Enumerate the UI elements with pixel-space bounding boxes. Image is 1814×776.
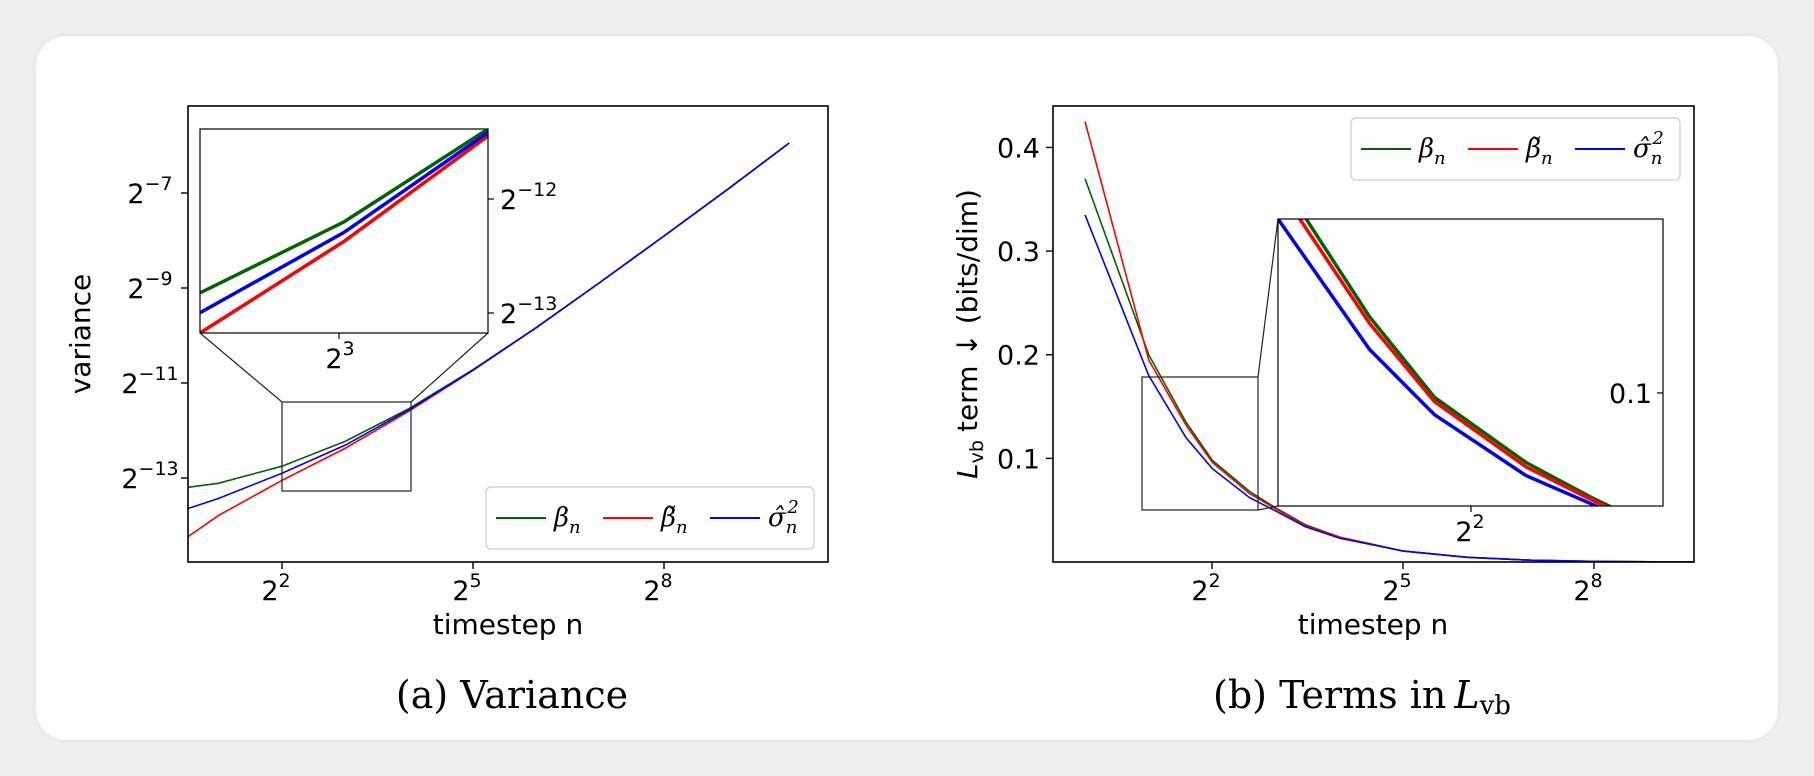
chart-a-caption: (a) Variance [396, 673, 628, 717]
svg-text:Lvbterm ↓ (bits/dim): Lvbterm ↓ (bits/dim) [951, 189, 988, 479]
chart-b-inset-series-2 [1278, 219, 1601, 506]
chart-b-ytick-2: 0.3 [997, 237, 1040, 268]
chart-a-xlabel: timestep n [433, 608, 583, 641]
chart-a-series-2 [188, 142, 790, 510]
chart-a-ytick-1: 2−9 [127, 268, 172, 305]
legend-label: βn [1418, 134, 1446, 169]
chart-b-axes-frame [1052, 105, 1695, 563]
chart-b-ytick-1: 0.2 [997, 341, 1040, 372]
chart-b-xtick-2: 28 [1573, 570, 1602, 607]
chart-a-connector-left [199, 332, 283, 403]
chart-b-connector-bottom [1257, 505, 1279, 511]
chart-a-xtick-1: 25 [452, 570, 481, 607]
chart-b-inset-bg [1278, 219, 1663, 506]
chart-a: 22 25 28 2−7 2−9 2−11 2−13 23 2−12 2−13 βn β̃n σ̂n2… [64, 105, 829, 717]
chart-a-axes-frame [187, 105, 829, 563]
chart-b-inset-ytick-0: 0.1 [1609, 379, 1652, 410]
chart-b-inset-series-1 [1297, 219, 1609, 506]
chart-b-zoom-box [1141, 376, 1259, 511]
legend-label: σ̂n2 [1633, 128, 1664, 169]
chart-a-inset-frame [199, 128, 489, 334]
chart-a-inset-ytick-1: 2−13 [500, 293, 557, 330]
chart-a-ytick-2: 2−11 [121, 363, 178, 400]
chart-a-inset-ytick-0: 2−12 [500, 179, 557, 216]
chart-b-legend: βn β̃n σ̂n2 [1350, 117, 1681, 181]
chart-b-connector-top [1257, 218, 1279, 378]
legend-label: βn [553, 503, 581, 538]
legend-label: β̃n [660, 503, 688, 538]
chart-a-ytick-0: 2−7 [127, 173, 172, 210]
chart-b-xtick-0: 22 [1191, 570, 1220, 607]
chart-a-ytick-3: 2−13 [121, 458, 178, 495]
chart-b-ytick-3: 0.4 [997, 133, 1040, 164]
chart-a-ylabel: variance [64, 274, 97, 395]
chart-a-xtick-0: 22 [261, 570, 290, 607]
chart-b-xlabel: timestep n [1298, 608, 1448, 641]
legend-label: σ̂n2 [768, 497, 799, 538]
chart-b-ylabel: Lvbterm ↓ (bits/dim) [951, 189, 988, 479]
chart-a-inset-xtick-0: 23 [325, 338, 354, 375]
chart-a-legend: βn β̃n σ̂n2 [485, 486, 815, 550]
legend-label: β̃n [1525, 134, 1553, 169]
chart-b-inset-xtick-0: 22 [1455, 511, 1484, 548]
chart-b-inset-series-0 [1304, 219, 1614, 506]
chart-a-xtick-2: 28 [643, 570, 672, 607]
chart-b-ytick-0: 0.1 [997, 444, 1040, 475]
chart-b-caption: (b) Terms in Lvb [1213, 673, 1511, 721]
chart-b: 22 25 28 0.1 0.2 0.3 0.4 22 0.1 βn β̃n σ̂n2 timest… [951, 105, 1695, 721]
chart-b-xtick-1: 25 [1382, 570, 1411, 607]
chart-a-connector-right [410, 332, 489, 403]
chart-a-zoom-box [281, 401, 412, 492]
